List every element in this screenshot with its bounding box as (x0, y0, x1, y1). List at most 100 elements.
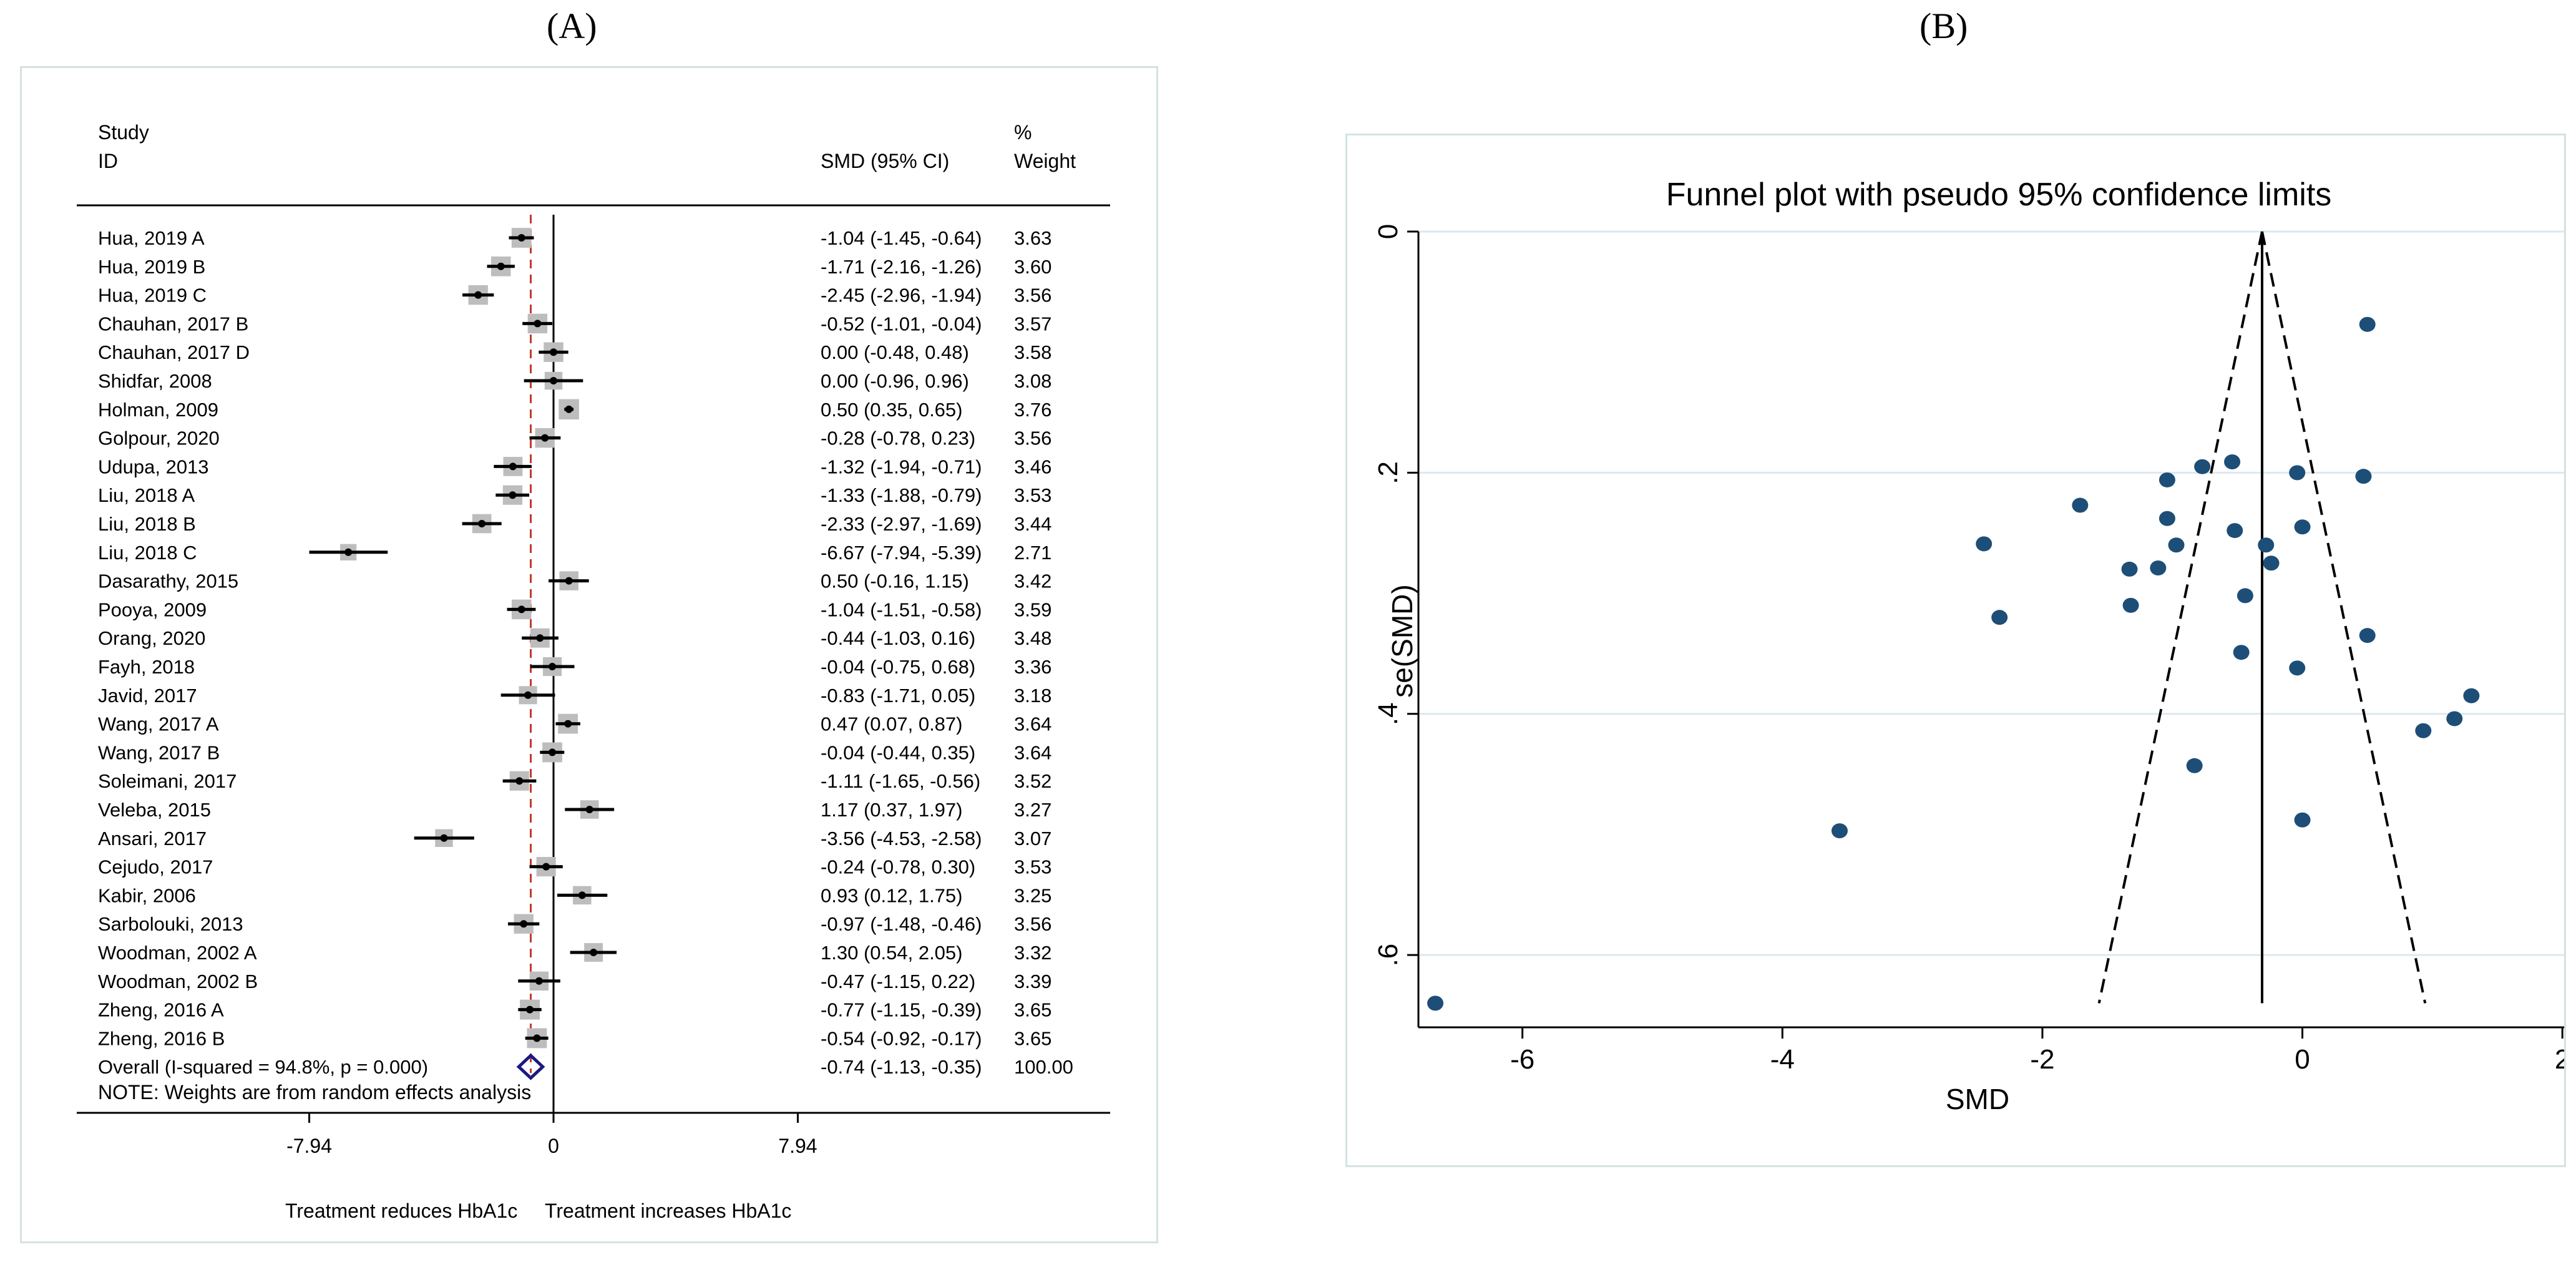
study-label: Veleba, 2015 (98, 799, 211, 821)
effect-text: 0.47 (0.07, 0.87) (821, 713, 963, 735)
study-label: Woodman, 2002 B (98, 971, 258, 992)
study-row: Soleimani, 2017 -1.11 (-1.65, -0.56) 3.52 (98, 770, 1051, 792)
study-label: Chauhan, 2017 D (98, 341, 250, 363)
study-point (2194, 459, 2211, 474)
point-estimate (497, 262, 505, 270)
x-tick-label: -4 (1770, 1044, 1795, 1075)
effect-text: -0.44 (-1.03, 0.16) (821, 627, 975, 649)
weight-text: 3.53 (1014, 484, 1051, 506)
study-label: Chauhan, 2017 B (98, 313, 248, 335)
study-label: Soleimani, 2017 (98, 770, 237, 792)
study-row: Liu, 2018 A -1.33 (-1.88, -0.79) 3.53 (98, 484, 1051, 506)
point-estimate (524, 691, 532, 699)
weight-text: 3.36 (1014, 656, 1051, 678)
study-point (2258, 537, 2275, 553)
effect-text: 0.00 (-0.48, 0.48) (821, 341, 969, 363)
weight-text: 3.32 (1014, 942, 1051, 964)
study-row: Pooya, 2009 -1.04 (-1.51, -0.58) 3.59 (98, 599, 1051, 620)
study-label: Javid, 2017 (98, 685, 197, 707)
effect-text: -0.04 (-0.75, 0.68) (821, 656, 975, 678)
study-row: Zheng, 2016 A -0.77 (-1.15, -0.39) 3.65 (98, 999, 1051, 1021)
study-point (2294, 519, 2311, 535)
study-label: Wang, 2017 A (98, 713, 219, 735)
study-point (1991, 610, 2008, 625)
study-row: Golpour, 2020 -0.28 (-0.78, 0.23) 3.56 (98, 428, 1051, 449)
study-point (2168, 537, 2185, 553)
effect-text: -0.47 (-1.15, 0.22) (821, 971, 975, 992)
effect-text: -0.77 (-1.15, -0.39) (821, 999, 982, 1021)
point-estimate (550, 377, 557, 384)
study-label: Sarbolouki, 2013 (98, 913, 243, 935)
weight-text: 3.63 (1014, 227, 1051, 249)
study-point (2122, 597, 2139, 613)
forest-plot: Study ID SMD (95% CI) % Weight Hua, 2019… (77, 121, 1110, 1222)
point-estimate (517, 234, 525, 242)
study-label: Liu, 2018 A (98, 484, 195, 506)
weight-text: 3.42 (1014, 570, 1051, 592)
funnel-plot-area (1418, 232, 2564, 1027)
study-point (2355, 469, 2372, 484)
overall-diamond (516, 1053, 545, 1080)
study-label: Fayh, 2018 (98, 656, 195, 678)
x-tick-label: 0 (2295, 1044, 2310, 1075)
study-label: Dasarathy, 2015 (98, 570, 238, 592)
weight-text: 3.65 (1014, 999, 1051, 1021)
study-row: Orang, 2020 -0.44 (-1.03, 0.16) 3.48 (98, 627, 1051, 649)
point-estimate (526, 1005, 534, 1014)
study-point (2359, 628, 2376, 643)
study-point (2289, 465, 2306, 481)
point-estimate (585, 806, 593, 813)
overall-weight-text: 100.00 (1014, 1056, 1073, 1078)
header-weight-pct: % (1014, 121, 1032, 144)
study-label: Zheng, 2016 A (98, 999, 224, 1021)
study-row: Javid, 2017 -0.83 (-1.71, 0.05) 3.18 (98, 685, 1051, 707)
point-estimate (534, 320, 542, 328)
effect-text: -0.04 (-0.44, 0.35) (821, 741, 975, 763)
point-estimate (549, 748, 557, 756)
effect-text: -2.33 (-2.97, -1.69) (821, 513, 982, 535)
study-label: Hua, 2019 B (98, 256, 205, 278)
study-point (2072, 497, 2089, 513)
study-point (2263, 555, 2280, 571)
study-label: Orang, 2020 (98, 627, 205, 649)
effect-text: 0.93 (0.12, 1.75) (821, 884, 963, 906)
effect-text: -0.52 (-1.01, -0.04) (821, 313, 982, 335)
point-estimate (474, 291, 482, 299)
study-row: Holman, 2009 0.50 (0.35, 0.65) 3.76 (98, 399, 1051, 421)
study-row: Zheng, 2016 B -0.54 (-0.92, -0.17) 3.65 (98, 1027, 1051, 1049)
study-row: Chauhan, 2017 D 0.00 (-0.48, 0.48) 3.58 (98, 341, 1051, 363)
y-tick-label: .6 (1373, 944, 1403, 967)
point-estimate (440, 834, 448, 842)
effect-text: 0.50 (-0.16, 1.15) (821, 570, 969, 592)
funnel-left-limit (2097, 231, 2263, 1004)
study-label: Pooya, 2009 (98, 599, 207, 620)
weight-text: 3.25 (1014, 884, 1051, 906)
study-point (1427, 995, 1444, 1011)
study-label: Hua, 2019 C (98, 285, 207, 306)
funnel-right-limit (2261, 231, 2427, 1004)
weight-text: 3.18 (1014, 685, 1051, 707)
point-estimate (542, 863, 550, 871)
point-estimate (578, 891, 586, 899)
effect-text: -1.33 (-1.88, -0.79) (821, 484, 982, 506)
study-point (2186, 758, 2203, 773)
weight-text: 3.64 (1014, 713, 1051, 735)
point-estimate (590, 949, 598, 956)
effect-text: 0.50 (0.35, 0.65) (821, 399, 963, 421)
study-point (2446, 711, 2463, 726)
x-tick-label: -6 (1510, 1044, 1534, 1075)
effect-text: -1.04 (-1.51, -0.58) (821, 599, 982, 620)
study-row: Fayh, 2018 -0.04 (-0.75, 0.68) 3.36 (98, 656, 1051, 678)
study-label: Shidfar, 2008 (98, 370, 212, 392)
point-estimate (541, 434, 549, 442)
study-label: Zheng, 2016 B (98, 1027, 225, 1049)
weight-text: 3.58 (1014, 341, 1051, 363)
study-row: Chauhan, 2017 B -0.52 (-1.01, -0.04) 3.57 (98, 313, 1051, 335)
study-row: Cejudo, 2017 -0.24 (-0.78, 0.30) 3.53 (98, 856, 1051, 878)
weights-note: NOTE: Weights are from random effects an… (98, 1081, 531, 1103)
x-tick-label: -7.94 (286, 1135, 332, 1157)
x-label-left: Treatment reduces HbA1c (285, 1200, 517, 1222)
funnel-plot: Funnel plot with pseudo 95% confidence l… (1373, 177, 2575, 1115)
weight-text: 3.56 (1014, 285, 1051, 306)
study-row: Veleba, 2015 1.17 (0.37, 1.97) 3.27 (98, 799, 1051, 821)
